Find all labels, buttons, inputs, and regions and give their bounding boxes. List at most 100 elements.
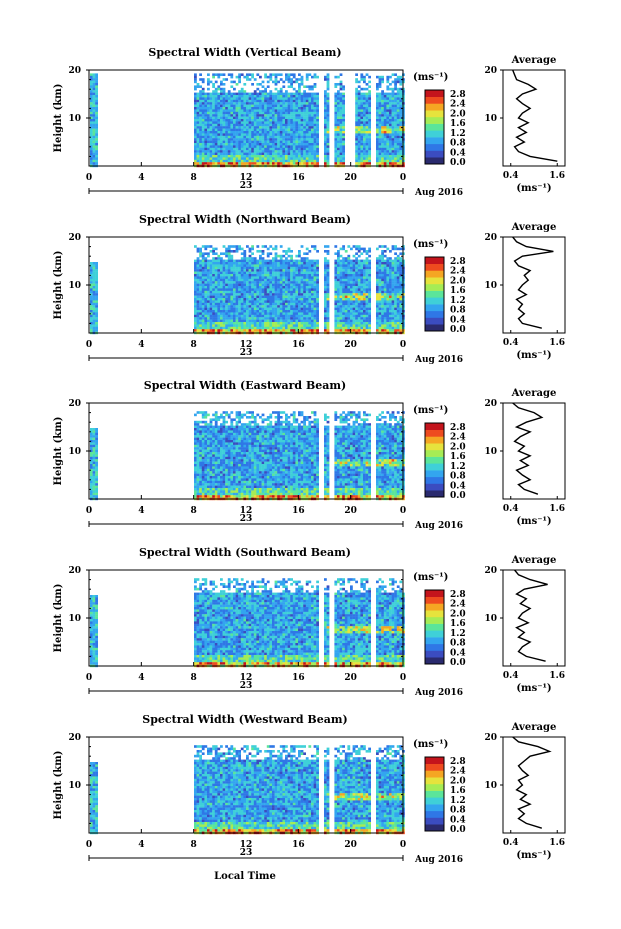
- x-tick-label: 4: [138, 340, 144, 350]
- average-title: Average: [511, 722, 557, 733]
- colorbar-tick-label: 0.4: [450, 481, 466, 491]
- colorbar-tick-label: 1.6: [450, 786, 466, 796]
- colorbar-segment: [425, 310, 444, 318]
- average-x-tick-label: 1.6: [549, 671, 565, 681]
- colorbar-segment: [425, 810, 444, 818]
- colorbar-tick-label: 2.4: [450, 433, 466, 443]
- colorbar-segment: [425, 90, 444, 97]
- average-frame: [502, 736, 566, 834]
- average-x-label: (ms⁻¹): [516, 683, 551, 694]
- colorbar-tick-label: 1.6: [450, 286, 466, 296]
- panel-2: Spectral Width (Northward Beam) 20 10 Heigh…: [53, 213, 566, 365]
- y-axis-label: Height (km): [53, 251, 64, 320]
- average-x-tick-label: 0.4: [503, 338, 519, 348]
- colorbar-segment: [425, 817, 444, 825]
- x-tick-label: 20: [344, 173, 357, 183]
- colorbar-segment: [425, 443, 444, 451]
- colorbar-tick-label: 1.2: [450, 129, 466, 139]
- x-tick-label: 12: [240, 340, 253, 350]
- colorbar-segment: [425, 643, 444, 651]
- average-frame: [502, 569, 566, 667]
- colorbar-tick-label: 0.4: [450, 315, 466, 325]
- colorbar-segment: [425, 116, 444, 124]
- average-x-label: (ms⁻¹): [516, 183, 551, 194]
- x-tick-label: 0: [86, 340, 92, 350]
- colorbar-segment: [425, 657, 444, 665]
- colorbar-unit: (ms⁻¹): [413, 739, 448, 750]
- colorbar-tick-label: 2.0: [450, 276, 466, 286]
- x-tick-label: 0: [400, 173, 406, 183]
- colorbar-frame: [424, 756, 445, 832]
- x-tick-label: 4: [138, 673, 144, 683]
- colorbar-segment: [425, 757, 444, 764]
- colorbar-tick-label: 2.0: [450, 776, 466, 786]
- colorbar-segment: [425, 123, 444, 131]
- x-tick-label: 8: [191, 840, 197, 850]
- colorbar-unit: (ms⁻¹): [413, 239, 448, 250]
- panel-3: Spectral Width (Eastward Beam) 20 10 Height…: [53, 379, 566, 531]
- colorbar-segment: [425, 630, 444, 638]
- y-tick-label: 10: [68, 614, 81, 624]
- average-x-label: (ms⁻¹): [516, 350, 551, 361]
- average-profile-line: [512, 236, 554, 329]
- x-tick-label: 12: [240, 506, 253, 516]
- average-title: Average: [511, 555, 557, 566]
- colorbar-segment: [425, 650, 444, 658]
- colorbar-segment: [425, 130, 444, 138]
- colorbar-tick-label: 2.8: [450, 590, 466, 600]
- colorbar-tick-label: 2.8: [450, 257, 466, 267]
- day-label: 23: [240, 181, 253, 191]
- colorbar-frame: [424, 89, 445, 165]
- colorbar-tick-label: 0.8: [450, 472, 466, 482]
- x-tick-label: 16: [292, 840, 305, 850]
- y-tick-label: 20: [68, 399, 81, 409]
- colorbar-tick-label: 0.4: [450, 148, 466, 158]
- panel-title: Spectral Width (Northward Beam): [139, 213, 351, 226]
- day-label: 23: [240, 514, 253, 524]
- x-tick-label: 8: [191, 340, 197, 350]
- y-axis-label: Height (km): [53, 751, 64, 820]
- y-axis-label: Height (km): [53, 84, 64, 153]
- y-tick-label: 10: [68, 281, 81, 291]
- colorbar-tick-label: 0.8: [450, 806, 466, 816]
- average-y-tick-label: 10: [484, 781, 497, 791]
- colorbar-segment: [425, 143, 444, 151]
- heatmap-cells: [90, 73, 405, 168]
- colorbar-segment: [425, 783, 444, 791]
- average-x-tick-label: 0.4: [503, 671, 519, 681]
- average-x-tick-label: 1.6: [549, 504, 565, 514]
- colorbar-tick-label: 0.4: [450, 815, 466, 825]
- colorbar-tick-label: 2.4: [450, 767, 466, 777]
- colorbar-segment: [425, 297, 444, 305]
- average-y-tick-label: 10: [484, 281, 497, 291]
- colorbar-tick-label: 0.0: [450, 491, 466, 501]
- panel-title: Spectral Width (Southward Beam): [139, 546, 351, 559]
- colorbar-segment: [425, 324, 444, 332]
- average-title: Average: [511, 388, 557, 399]
- average-x-label: (ms⁻¹): [516, 850, 551, 861]
- x-tick-label: 8: [191, 173, 197, 183]
- y-tick-label: 10: [68, 447, 81, 457]
- average-x-tick-label: 1.6: [549, 838, 565, 848]
- y-tick-label: 20: [68, 233, 81, 243]
- colorbar-segment: [425, 263, 444, 271]
- colorbar-segment: [425, 804, 444, 812]
- average-x-tick-label: 0.4: [503, 838, 519, 848]
- colorbar-segment: [425, 270, 444, 278]
- x-tick-label: 0: [86, 840, 92, 850]
- x-tick-label: 0: [86, 173, 92, 183]
- average-frame: [502, 236, 566, 334]
- colorbar-segment: [425, 596, 444, 604]
- x-tick-label: 4: [138, 840, 144, 850]
- colorbar-segment: [425, 463, 444, 471]
- colorbar-unit: (ms⁻¹): [413, 572, 448, 583]
- x-tick-label: 20: [344, 673, 357, 683]
- colorbar-unit: (ms⁻¹): [413, 72, 448, 83]
- colorbar-tick-label: 0.4: [450, 648, 466, 658]
- date-label: Aug 2016: [414, 188, 463, 198]
- colorbar-segment: [425, 790, 444, 798]
- date-label: Aug 2016: [414, 688, 463, 698]
- colorbar-segment: [425, 304, 444, 312]
- x-tick-label: 4: [138, 506, 144, 516]
- colorbar-tick-label: 2.4: [450, 267, 466, 277]
